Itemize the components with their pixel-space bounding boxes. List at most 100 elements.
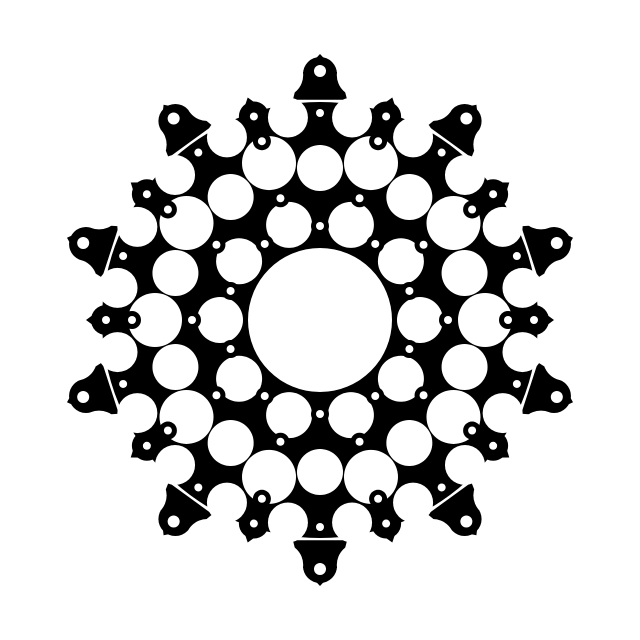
mini-star-eye <box>382 519 391 528</box>
tip-eye <box>460 515 473 528</box>
knot-eye <box>119 379 128 388</box>
knot-eye <box>194 148 203 157</box>
knot-eye <box>316 109 324 117</box>
edge-scallop <box>77 410 122 455</box>
middle-ring-hole <box>386 419 433 466</box>
middle-ring-hole <box>441 343 488 390</box>
inner-ring-hole <box>397 297 443 343</box>
knot-eye <box>512 252 521 261</box>
mini-star-tip <box>367 97 403 127</box>
knot-eye <box>260 239 269 248</box>
edge-scallop <box>185 77 230 122</box>
knot-eye <box>316 222 324 230</box>
mini-star-tip <box>237 97 273 127</box>
tip-eye <box>314 65 326 77</box>
tip-eye <box>460 112 473 125</box>
outer-ring-hole <box>444 444 485 485</box>
knot-eye <box>194 483 203 492</box>
knot-eye <box>212 391 221 400</box>
middle-ring-hole <box>152 343 199 390</box>
knot-eye <box>226 345 235 354</box>
edge-scallop <box>410 77 455 122</box>
outer-ring-hole <box>206 117 247 158</box>
knot-eye <box>374 137 383 146</box>
middle-ring-hole <box>152 250 199 297</box>
knot-eye <box>371 392 380 401</box>
outer-ring-hole <box>206 482 247 523</box>
large-cell-hole <box>242 449 297 504</box>
mini-star-tip <box>367 513 403 543</box>
edge-scallop <box>53 336 98 381</box>
middle-ring-hole <box>297 449 343 495</box>
knot-eye <box>226 286 235 295</box>
inner-ring-hole <box>266 392 313 439</box>
large-cell-hole <box>458 293 512 347</box>
knot-eye <box>355 437 364 446</box>
inner-ring-hole <box>327 392 374 439</box>
large-cell-hole <box>242 136 297 191</box>
outer-ring-hole <box>502 267 543 308</box>
edge-scallop <box>473 473 518 518</box>
knot-eye <box>355 194 364 203</box>
outer-ring-hole <box>393 117 434 158</box>
knot-eye <box>188 316 196 324</box>
outer-ring-hole <box>155 155 196 196</box>
middle-ring-hole <box>207 174 254 221</box>
outer-ring-hole <box>393 482 434 523</box>
knot-eye <box>405 286 414 295</box>
mini-star-eye <box>142 190 151 199</box>
middle-ring-hole <box>441 250 488 297</box>
mini-star-eye <box>249 519 258 528</box>
large-cell-hole <box>343 449 398 504</box>
edge-scallop <box>185 518 230 563</box>
center-hole <box>248 248 392 392</box>
inner-ring-hole <box>216 355 263 402</box>
knot-eye <box>260 392 269 401</box>
edge-scallop <box>473 122 518 167</box>
middle-ring-hole <box>386 174 433 221</box>
edge-scallop <box>259 542 304 587</box>
tip-eye <box>167 112 180 125</box>
knot-eye <box>276 194 285 203</box>
rosette-group <box>53 53 587 587</box>
mini-star-eye <box>489 190 498 199</box>
mini-star-eye <box>102 316 110 324</box>
outer-ring-hole <box>267 502 308 543</box>
edge-scallop <box>53 259 98 304</box>
edge-scallop <box>542 259 587 304</box>
knot-eye <box>212 240 221 249</box>
edge-scallop <box>122 473 167 518</box>
knot-eye <box>371 239 380 248</box>
knot-eye <box>468 426 477 435</box>
outer-ring-hole <box>332 502 373 543</box>
mini-star-eye <box>382 112 391 121</box>
edge-scallop <box>336 53 381 98</box>
tip-eye <box>550 237 563 250</box>
mini-star-eye <box>249 112 258 121</box>
knot-eye <box>316 410 324 418</box>
edge-scallop <box>122 122 167 167</box>
knot-eye <box>405 345 414 354</box>
inner-ring-hole <box>216 238 263 285</box>
mini-star-eye <box>489 441 498 450</box>
knot-eye <box>276 437 285 446</box>
tip-eye <box>77 390 90 403</box>
knot-eye <box>468 205 477 214</box>
outer-ring-hole <box>482 206 523 247</box>
inner-ring-hole <box>197 297 243 343</box>
knot-eye <box>128 316 136 324</box>
tip-eye <box>550 390 563 403</box>
mini-star-tip <box>237 513 273 543</box>
edge-scallop <box>518 185 563 230</box>
tip-eye <box>77 237 90 250</box>
inner-ring-hole <box>327 201 374 248</box>
knot-eye <box>257 137 266 146</box>
edge-scallop <box>336 542 381 587</box>
knot-eye <box>504 316 512 324</box>
inner-ring-hole <box>377 355 424 402</box>
outer-ring-hole <box>502 332 543 373</box>
outer-ring-hole <box>332 97 373 138</box>
middle-ring-hole <box>207 419 254 466</box>
